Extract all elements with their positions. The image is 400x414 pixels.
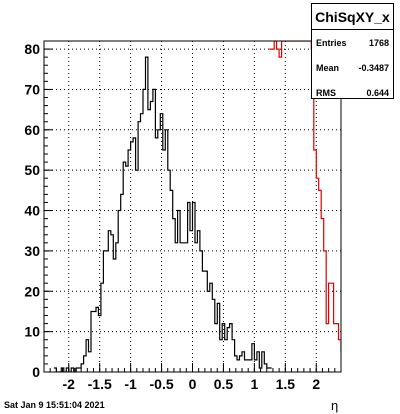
- stats-title: ChiSqXY_x: [312, 4, 393, 30]
- y-tick-label: 20: [24, 283, 40, 299]
- y-tick-label: 0: [32, 364, 40, 380]
- y-tick-label: 60: [24, 122, 40, 138]
- stats-box: ChiSqXY_x Entries 1768 Mean -0.3487 RMS …: [311, 3, 394, 99]
- x-tick-label: 1: [250, 376, 258, 392]
- stats-entries-value: 1768: [368, 38, 389, 48]
- stats-entries-row: Entries 1768: [316, 38, 389, 48]
- histogram-series-1: [269, 41, 341, 353]
- y-tick-label: 70: [24, 81, 40, 97]
- x-tick-label: 2: [312, 376, 320, 392]
- y-tick-label: 10: [24, 324, 40, 340]
- y-tick-label: 80: [24, 41, 40, 57]
- histogram-series-0: [53, 56, 272, 372]
- x-tick-label: 1.5: [276, 376, 296, 392]
- stats-mean-label: Mean: [316, 63, 340, 73]
- x-tick-label: -1: [124, 376, 137, 392]
- stats-rms-value: 0.644: [366, 88, 389, 98]
- x-axis-label: η: [331, 398, 339, 413]
- stats-mean-row: Mean -0.3487: [316, 63, 389, 73]
- x-tick-label: -0.5: [150, 376, 174, 392]
- y-tick-label: 30: [24, 243, 40, 259]
- x-tick-label: 0: [189, 376, 197, 392]
- x-tick-label: 0.5: [214, 376, 234, 392]
- stats-rms-row: RMS 0.644: [316, 88, 389, 98]
- x-tick-label: -2: [63, 376, 76, 392]
- y-tick-label: 40: [24, 203, 40, 219]
- stats-entries-label: Entries: [316, 38, 347, 48]
- stats-rms-label: RMS: [316, 88, 336, 98]
- x-tick-label: -1.5: [88, 376, 112, 392]
- stats-mean-value: -0.3487: [358, 63, 389, 73]
- histogram-series: [53, 41, 341, 372]
- datestamp: Sat Jan 9 15:51:04 2021: [4, 400, 105, 410]
- y-tick-label: 50: [24, 162, 40, 178]
